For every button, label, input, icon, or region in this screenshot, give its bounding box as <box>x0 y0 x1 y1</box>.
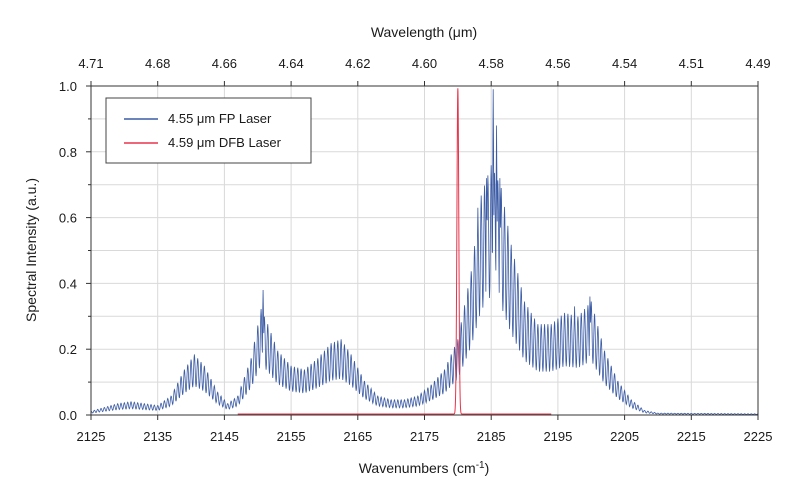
y-tick-label: 0.6 <box>59 211 77 226</box>
y-tick-label: 0.4 <box>59 276 77 291</box>
y-tick-label: 0.8 <box>59 145 77 160</box>
x-tick-label: 2205 <box>610 429 639 444</box>
legend-label-dfb-laser: 4.59 μm DFB Laser <box>168 135 282 150</box>
x-tick-label: 2155 <box>277 429 306 444</box>
y-tick-label: 1.0 <box>59 79 77 94</box>
y-tick-label: 0.0 <box>59 408 77 423</box>
top-tick-label: 4.68 <box>145 56 170 71</box>
legend: 4.55 μm FP Laser 4.59 μm DFB Laser <box>105 97 312 164</box>
top-tick-label: 4.58 <box>479 56 504 71</box>
top-tick-label: 4.66 <box>212 56 237 71</box>
top-tick-label: 4.54 <box>612 56 637 71</box>
series-layer <box>90 88 759 415</box>
x-tick-label: 2225 <box>744 429 773 444</box>
x-tick-label: 2175 <box>410 429 439 444</box>
series-line-fp-laser <box>90 89 759 415</box>
x-tick-label: 2165 <box>343 429 372 444</box>
top-tick-label: 4.56 <box>545 56 570 71</box>
legend-label-fp-laser: 4.55 μm FP Laser <box>168 111 272 126</box>
ticks <box>86 81 759 420</box>
top-tick-label: 4.71 <box>78 56 103 71</box>
top-tick-label: 4.51 <box>679 56 704 71</box>
top-axis-title: Wavelength (μm) <box>371 24 477 40</box>
x-tick-label: 2135 <box>143 429 172 444</box>
top-tick-label: 4.64 <box>278 56 303 71</box>
x-axis-title: Wavenumbers (cm-1) <box>359 460 490 476</box>
series-line-dfb-laser <box>237 88 552 415</box>
legend-box <box>105 97 312 164</box>
y-axis-title: Spectral Intensity (a.u.) <box>23 178 39 322</box>
top-tick-label: 4.49 <box>745 56 770 71</box>
x-tick-label: 2185 <box>477 429 506 444</box>
top-tick-label: 4.60 <box>412 56 437 71</box>
tick-labels: 2125 2135 2145 2155 2165 2175 2185 2195 2205 2215… <box>59 56 773 444</box>
y-tick-label: 0.2 <box>59 342 77 357</box>
x-tick-label: 2125 <box>77 429 106 444</box>
x-tick-label: 2195 <box>543 429 572 444</box>
top-tick-label: 4.62 <box>345 56 370 71</box>
x-tick-label: 2145 <box>210 429 239 444</box>
x-tick-label: 2215 <box>677 429 706 444</box>
